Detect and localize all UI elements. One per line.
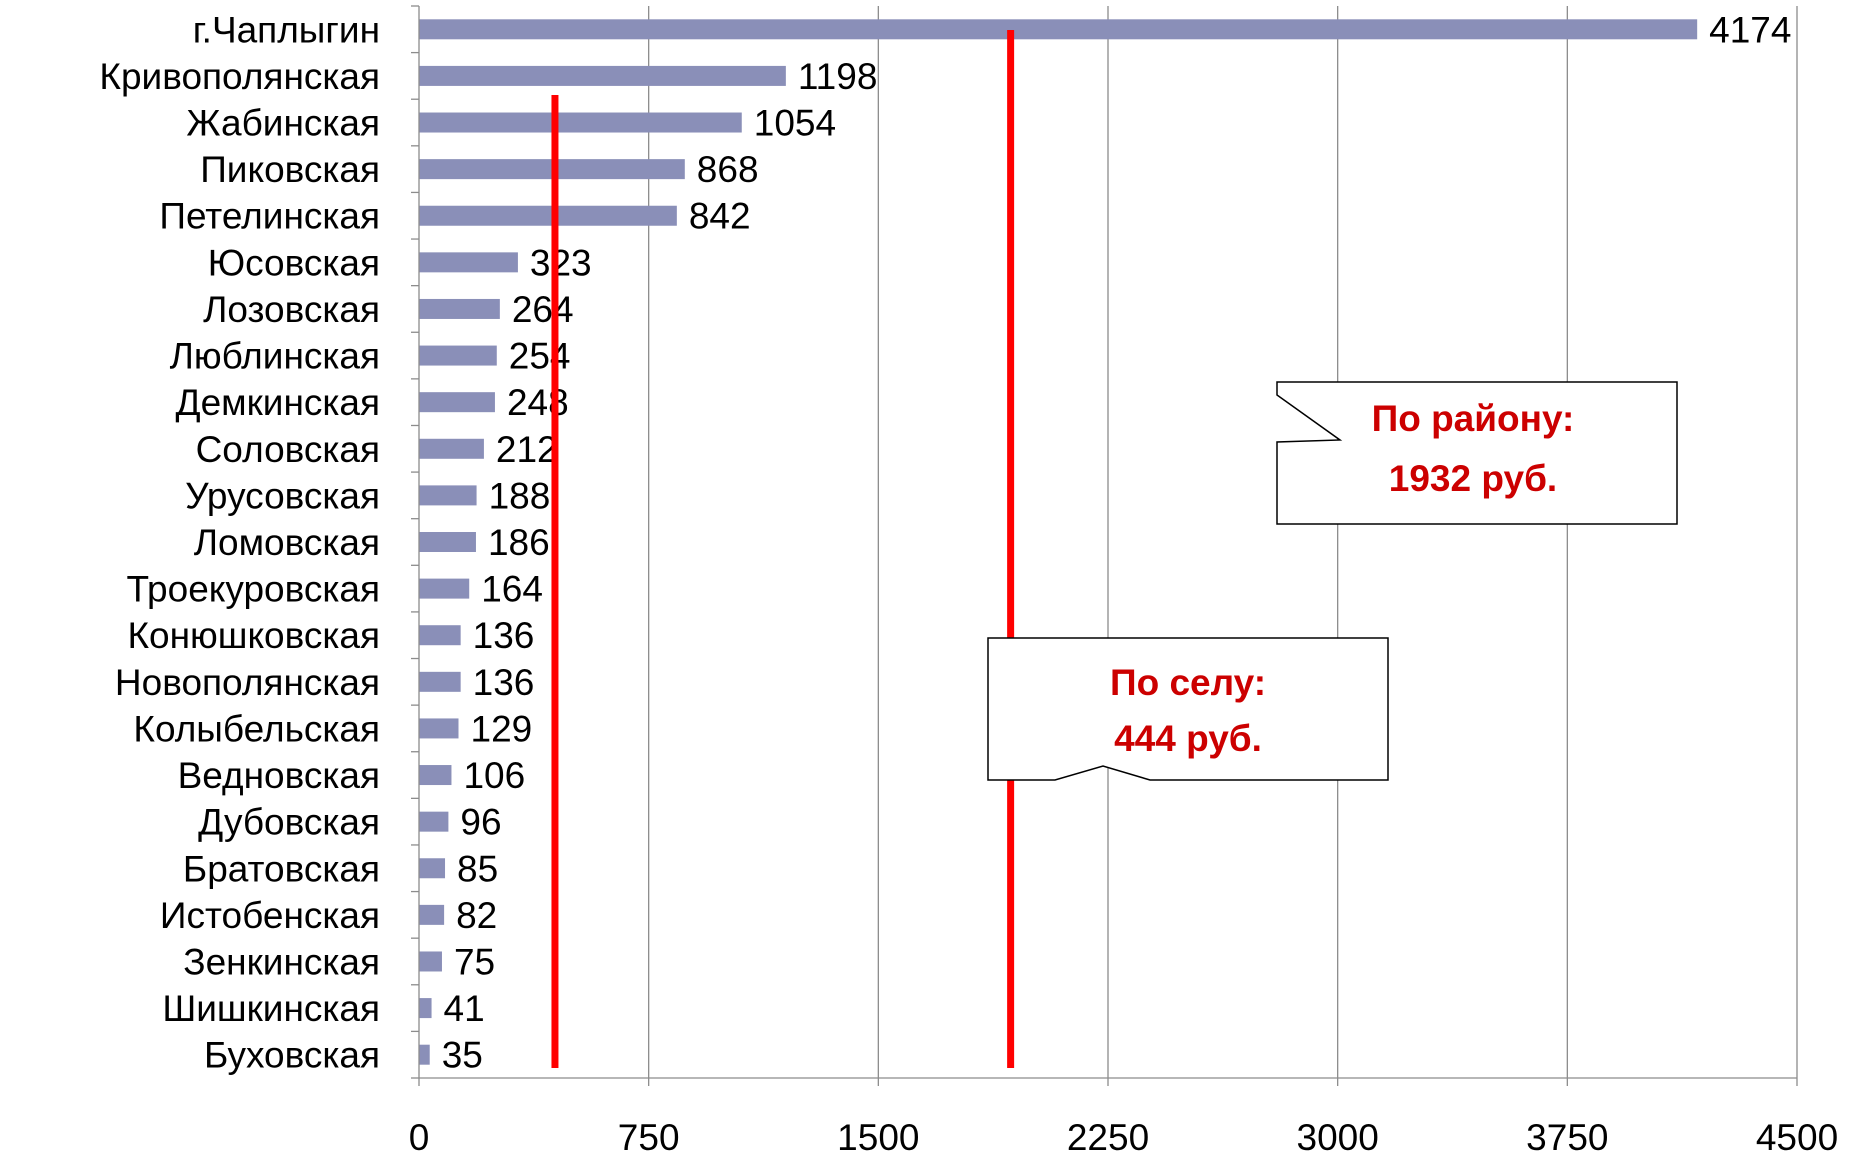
category-label: Лозовская — [203, 289, 380, 330]
bar — [419, 112, 742, 133]
callout-village-line1: По селу: — [1110, 662, 1266, 703]
bar — [419, 485, 477, 506]
value-label: 254 — [509, 336, 571, 377]
value-label: 1054 — [754, 103, 836, 144]
value-label: 136 — [473, 662, 535, 703]
bar — [419, 252, 518, 273]
category-label: Новополянская — [115, 662, 380, 703]
category-label: Юсовская — [208, 242, 380, 283]
callout-village-box — [987, 637, 1389, 781]
value-label: 842 — [689, 196, 751, 237]
bar — [419, 1044, 430, 1065]
category-label: Конюшковская — [127, 615, 380, 656]
bar — [419, 65, 786, 86]
category-label: Братовская — [183, 848, 380, 889]
bar — [419, 998, 432, 1019]
category-label: Ломовская — [194, 522, 380, 563]
value-label: 186 — [488, 522, 550, 563]
x-tick-label: 1500 — [837, 1117, 919, 1158]
bar — [419, 765, 452, 786]
bar — [419, 718, 459, 739]
value-label: 248 — [507, 382, 569, 423]
category-label: г.Чаплыгин — [193, 9, 380, 50]
category-label: Ведновская — [178, 755, 380, 796]
category-label: Демкинская — [176, 382, 380, 423]
value-label: 129 — [471, 708, 533, 749]
category-label: Урусовская — [185, 475, 380, 516]
value-label: 41 — [444, 988, 485, 1029]
x-tick-label: 4500 — [1756, 1117, 1838, 1158]
reference-lines — [551, 30, 1015, 1068]
bar — [419, 951, 442, 972]
bar — [419, 19, 1698, 40]
value-label: 96 — [460, 802, 501, 843]
bar — [419, 858, 446, 879]
callout-village-line2: 444 руб. — [1114, 718, 1262, 759]
value-label: 136 — [473, 615, 535, 656]
value-label: 106 — [463, 755, 525, 796]
value-label: 82 — [456, 895, 497, 936]
category-label: Жабинская — [186, 103, 380, 144]
callout-district-line1: По району: — [1372, 398, 1575, 439]
category-label: Буховская — [204, 1035, 380, 1076]
bars: 4174 1198 1054 868 842 323 264 254 248 212 188 186 1… — [419, 9, 1791, 1076]
x-tick-label: 0 — [409, 1117, 430, 1158]
bar — [419, 532, 476, 552]
axes: 0 750 1500 2250 3000 3750 4500 г.Чаплыгин Кривоп… — [99, 5, 1838, 1158]
callout-district-line2: 1932 руб. — [1389, 458, 1557, 499]
bar — [419, 811, 449, 832]
x-tick-label: 3750 — [1526, 1117, 1608, 1158]
category-label: Истобенская — [160, 895, 380, 936]
bar — [419, 345, 497, 366]
x-tick-label: 3000 — [1297, 1117, 1379, 1158]
category-label: Соловская — [196, 429, 380, 470]
bar — [419, 904, 445, 925]
value-label: 35 — [442, 1035, 483, 1076]
category-label: Троекуровская — [127, 569, 380, 610]
callout-village: По селу: 444 руб. — [987, 637, 1389, 781]
bar — [419, 578, 470, 599]
bar — [419, 625, 461, 646]
category-label: Люблинская — [170, 336, 380, 377]
category-label: Дубовская — [198, 802, 380, 843]
value-label: 323 — [530, 242, 592, 283]
value-label: 264 — [512, 289, 574, 330]
callout-district: По району: 1932 руб. — [1276, 381, 1678, 525]
category-label: Кривополянская — [99, 56, 380, 97]
value-label: 188 — [489, 475, 551, 516]
bar — [419, 438, 484, 459]
value-label: 85 — [457, 848, 498, 889]
value-label: 164 — [481, 569, 543, 610]
grid-lines — [648, 6, 1798, 1078]
category-label: Пиковская — [200, 149, 380, 190]
callout-district-box — [1276, 381, 1678, 525]
category-label: Зенкинская — [183, 941, 380, 982]
x-tick-label: 750 — [618, 1117, 680, 1158]
category-label: Шишкинская — [162, 988, 380, 1029]
category-label: Петелинская — [159, 196, 380, 237]
value-label: 212 — [496, 429, 558, 470]
value-label: 75 — [454, 941, 495, 982]
bar — [419, 298, 500, 319]
value-label: 4174 — [1709, 9, 1791, 50]
bar — [419, 671, 461, 692]
category-label: Колыбельская — [133, 708, 380, 749]
bar — [419, 392, 495, 413]
bar — [419, 205, 677, 226]
x-tick-label: 2250 — [1067, 1117, 1149, 1158]
value-label: 868 — [697, 149, 759, 190]
value-label: 1198 — [798, 56, 878, 97]
